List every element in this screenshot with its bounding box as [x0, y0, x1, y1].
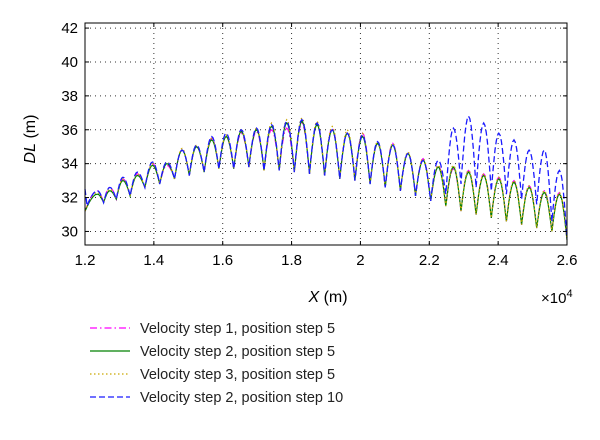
series-line-2	[84, 120, 568, 240]
y-tick-label: 32	[61, 190, 78, 207]
y-tick-label: 30	[61, 223, 78, 240]
x-tick-label: 2	[356, 252, 364, 269]
y-tick-label: 38	[61, 88, 78, 105]
y-tick-label: 36	[61, 122, 78, 139]
series-line-3	[84, 116, 568, 240]
x-tick-label: 2.2	[419, 252, 440, 269]
x-tick-label: 1.8	[281, 252, 302, 269]
x-tick-label: 1.4	[143, 252, 164, 269]
axis-ticks: 1.2 1.4 1.6 1.8 2 2.2 2.4 2.6 30 32 34 36 38 40 42	[61, 20, 577, 269]
y-tick-label: 34	[61, 156, 78, 173]
legend-label-3: Velocity step 3, position step 5	[140, 367, 335, 383]
legend-label-4: Velocity step 2, position step 10	[140, 390, 343, 406]
series-lines	[84, 114, 568, 240]
legend-label-2: Velocity step 2, position step 5	[140, 344, 335, 360]
x-tick-label: 2.4	[488, 252, 509, 269]
x-axis-label: X (m)	[307, 289, 347, 306]
plot-frame	[84, 22, 568, 246]
x-tick-label: 1.6	[212, 252, 233, 269]
y-axis-label: DL (m)	[22, 115, 39, 164]
y-tick-label: 42	[61, 20, 78, 37]
series-line-4	[84, 114, 568, 239]
x-tick-label: 1.2	[75, 252, 96, 269]
grid-lines	[85, 23, 567, 245]
legend-label-1: Velocity step 1, position step 5	[140, 321, 335, 337]
x-tick-label: 2.6	[557, 252, 578, 269]
x-multiplier: ×104	[541, 288, 573, 307]
y-tick-label: 40	[61, 54, 78, 71]
legend: Velocity step 1, position step 5 Velocity…	[90, 321, 343, 406]
series-line-1	[84, 122, 568, 240]
